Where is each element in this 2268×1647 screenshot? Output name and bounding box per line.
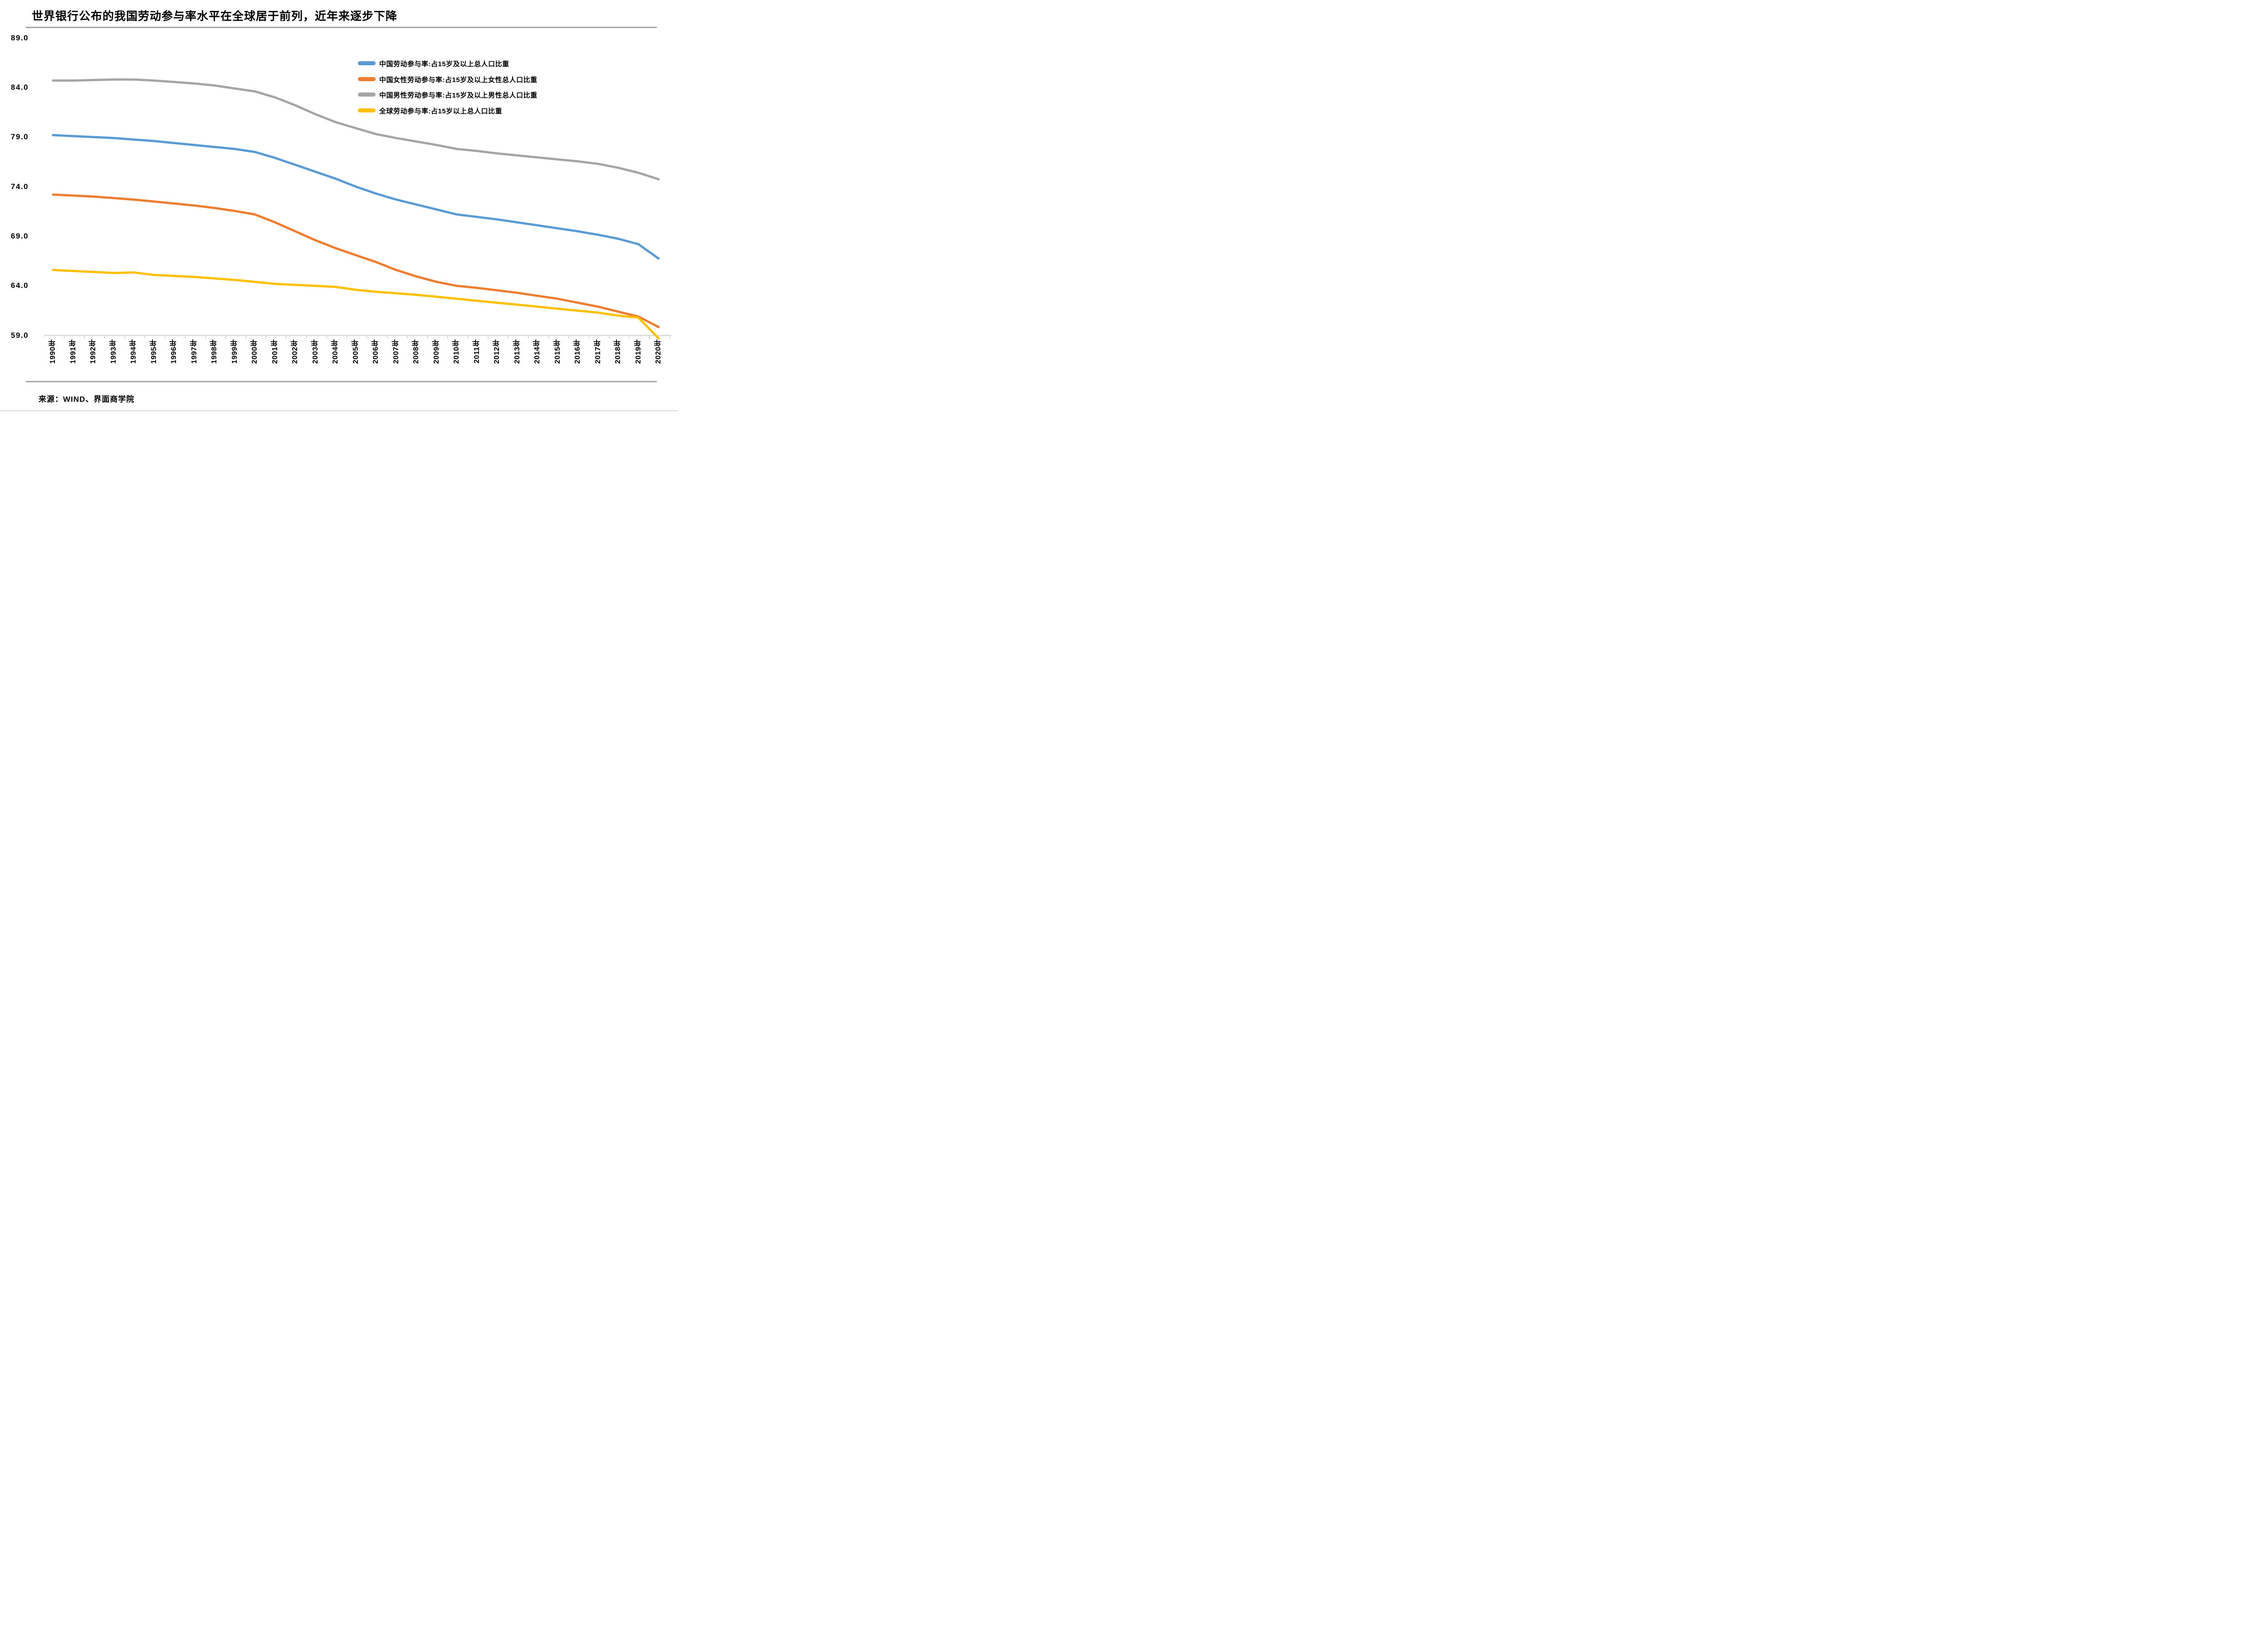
x-tick-label: 1992年 — [89, 339, 97, 364]
legend-label: 全球劳动参与率:占15岁以上总人口比重 — [379, 107, 503, 115]
x-tick-label: 2018年 — [614, 339, 622, 364]
footer-divider-rule — [26, 381, 657, 382]
chart-title: 世界银行公布的我国劳动参与率水平在全球居于前列，近年来逐步下降 — [32, 10, 398, 23]
x-tick-label: 2011年 — [473, 339, 481, 364]
plot-area — [44, 32, 673, 345]
legend-swatch-icon — [358, 93, 376, 97]
x-tick-label: 2010年 — [453, 339, 460, 364]
series-line-0 — [52, 134, 660, 260]
x-tick-label: 1994年 — [130, 339, 137, 364]
series-line-1 — [52, 193, 660, 328]
series-line-2 — [52, 78, 660, 180]
y-tick-label: 79.0 — [10, 132, 29, 141]
y-tick-label: 69.0 — [10, 232, 29, 240]
title-divider-rule — [26, 27, 657, 28]
x-tick-label: 2009年 — [432, 339, 440, 364]
x-tick-label: 2001年 — [271, 339, 279, 364]
x-tick-label: 1999年 — [230, 339, 239, 364]
y-tick-label: 64.0 — [10, 281, 29, 290]
x-tick-label: 2014年 — [533, 339, 541, 364]
x-tick-label: 2008年 — [412, 339, 420, 364]
x-tick-label: 2013年 — [513, 339, 521, 364]
x-tick-label: 2003年 — [311, 339, 319, 364]
x-tick-label: 1996年 — [170, 339, 178, 364]
legend-swatch-icon — [358, 108, 376, 112]
source-note: 来源：WIND、界面商学院 — [39, 395, 135, 404]
x-tick-label: 2004年 — [332, 339, 339, 364]
legend-swatch-icon — [358, 77, 376, 81]
x-tick-label: 1990年 — [49, 339, 57, 364]
line-chart — [44, 78, 671, 340]
x-tick-label: 2002年 — [291, 339, 299, 364]
y-tick-label: 89.0 — [10, 33, 29, 42]
x-tick-label: 2005年 — [352, 339, 360, 364]
x-tick-label: 2020年 — [655, 339, 662, 364]
y-tick-label: 84.0 — [10, 83, 29, 92]
x-tick-label: 2006年 — [372, 339, 380, 364]
x-tick-label: 1997年 — [190, 339, 198, 364]
x-tick-label: 2000年 — [251, 339, 259, 364]
legend-label: 中国女性劳动参与率:占15岁及以上女性总人口比重 — [379, 76, 538, 84]
legend-label: 中国劳动参与率:占15岁及以上总人口比重 — [379, 60, 509, 68]
legend-swatch-icon — [358, 61, 376, 65]
x-tick-label: 1998年 — [210, 339, 218, 364]
x-tick-label: 1993年 — [109, 339, 117, 364]
x-tick-label: 2007年 — [392, 339, 400, 364]
x-tick-label: 2019年 — [634, 339, 642, 364]
y-tick-label: 74.0 — [10, 182, 29, 191]
x-tick-label: 1991年 — [69, 339, 77, 364]
page-bottom-rule — [0, 410, 677, 411]
x-tick-label: 1995年 — [150, 339, 158, 364]
legend-label: 中国男性劳动参与率:占15岁及以上男性总人口比重 — [379, 92, 538, 99]
x-tick-label: 2015年 — [553, 339, 562, 364]
x-tick-label: 2017年 — [594, 339, 602, 364]
x-tick-label: 2016年 — [574, 339, 582, 364]
x-tick-label: 2012年 — [493, 339, 501, 364]
series-line-3 — [52, 268, 660, 340]
y-tick-label: 59.0 — [10, 331, 29, 340]
